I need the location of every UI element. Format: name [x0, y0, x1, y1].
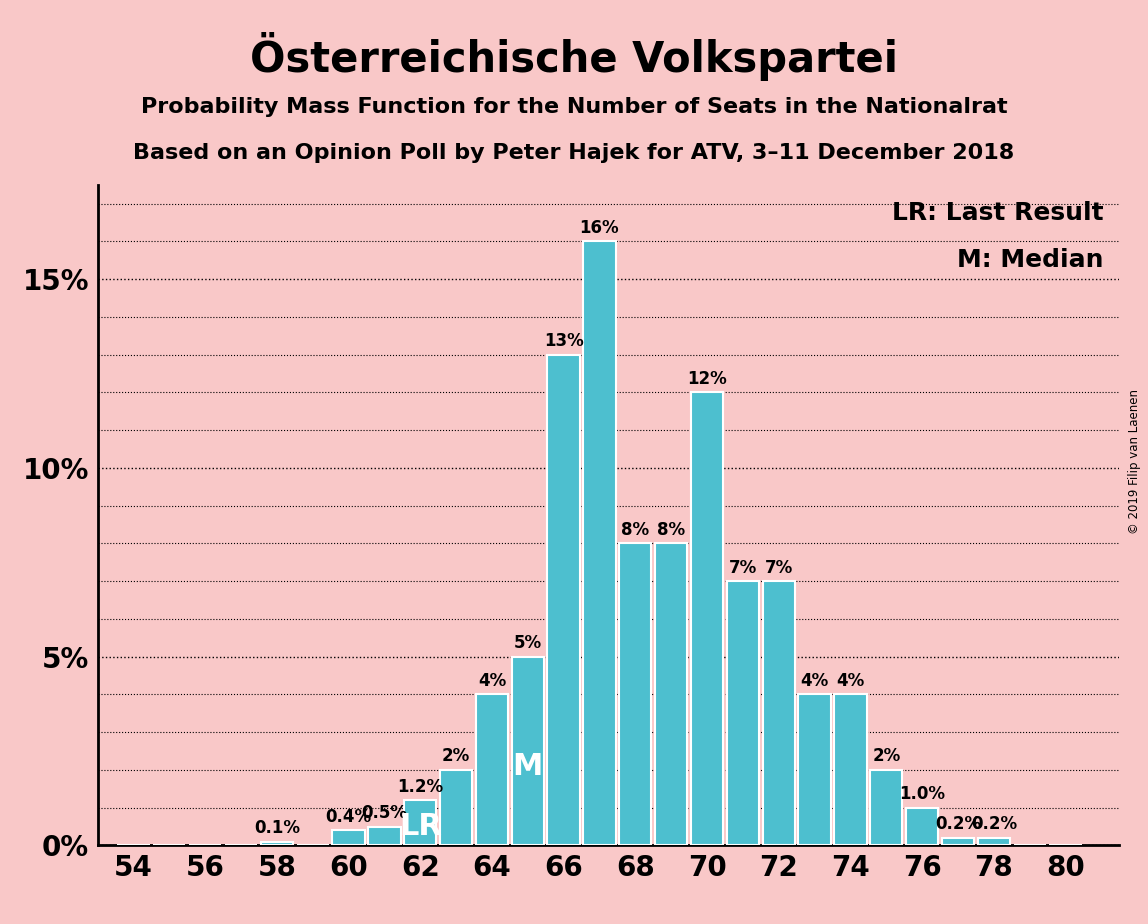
- Bar: [261, 842, 293, 845]
- Text: 7%: 7%: [729, 559, 757, 577]
- Text: 0.4%: 0.4%: [326, 808, 372, 826]
- Bar: [583, 241, 615, 845]
- Bar: [548, 355, 580, 845]
- Text: Based on an Opinion Poll by Peter Hajek for ATV, 3–11 December 2018: Based on an Opinion Poll by Peter Hajek …: [133, 143, 1015, 164]
- Text: Österreichische Volkspartei: Österreichische Volkspartei: [250, 32, 898, 81]
- Bar: [369, 827, 401, 845]
- Text: Probability Mass Function for the Number of Seats in the Nationalrat: Probability Mass Function for the Number…: [141, 97, 1007, 117]
- Bar: [656, 543, 688, 845]
- Bar: [440, 770, 472, 845]
- Text: 2%: 2%: [872, 748, 900, 765]
- Text: 2%: 2%: [442, 748, 471, 765]
- Text: 5%: 5%: [513, 634, 542, 652]
- Text: M: Median: M: Median: [957, 248, 1104, 272]
- Bar: [906, 808, 938, 845]
- Bar: [512, 657, 544, 845]
- Text: 0.2%: 0.2%: [934, 815, 982, 833]
- Text: 1.2%: 1.2%: [397, 778, 443, 796]
- Text: LR: LR: [398, 812, 442, 841]
- Text: 4%: 4%: [836, 672, 864, 690]
- Text: 8%: 8%: [657, 521, 685, 539]
- Text: 1.0%: 1.0%: [899, 785, 945, 803]
- Text: 4%: 4%: [800, 672, 829, 690]
- Bar: [799, 695, 831, 845]
- Bar: [978, 838, 1010, 845]
- Bar: [475, 695, 509, 845]
- Text: 0.1%: 0.1%: [254, 820, 300, 837]
- Bar: [941, 838, 975, 845]
- Text: 0.2%: 0.2%: [971, 815, 1017, 833]
- Text: M: M: [513, 752, 543, 781]
- Text: 16%: 16%: [580, 219, 619, 237]
- Bar: [727, 581, 759, 845]
- Bar: [762, 581, 794, 845]
- Text: 0.5%: 0.5%: [362, 804, 408, 822]
- Text: 4%: 4%: [478, 672, 506, 690]
- Bar: [691, 393, 723, 845]
- Text: LR: Last Result: LR: Last Result: [892, 201, 1104, 225]
- Text: 8%: 8%: [621, 521, 650, 539]
- Bar: [619, 543, 651, 845]
- Bar: [333, 831, 365, 845]
- Text: © 2019 Filip van Laenen: © 2019 Filip van Laenen: [1127, 390, 1141, 534]
- Text: 7%: 7%: [765, 559, 793, 577]
- Text: 13%: 13%: [544, 332, 583, 350]
- Bar: [835, 695, 867, 845]
- Bar: [404, 800, 436, 845]
- Bar: [870, 770, 902, 845]
- Text: 12%: 12%: [688, 370, 727, 388]
